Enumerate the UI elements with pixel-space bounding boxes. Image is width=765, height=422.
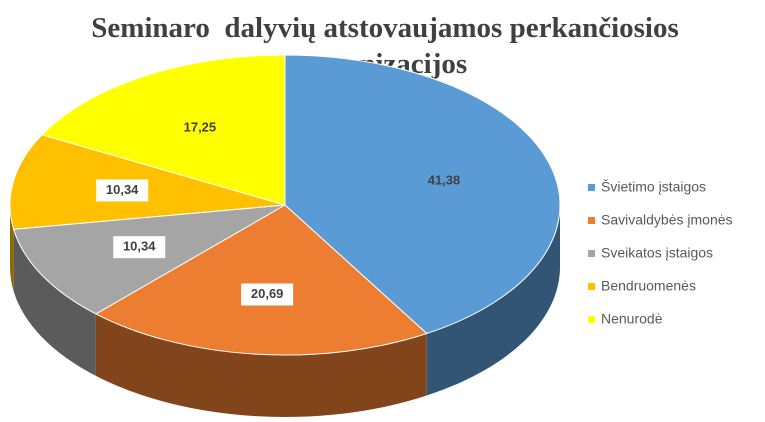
legend-label: Nenurodė [601,311,663,327]
slice-side [95,313,427,417]
legend-marker [588,283,595,290]
legend-marker [588,250,595,257]
value-label-box [113,236,166,259]
legend-label: Švietimo įstaigos [601,179,706,195]
slice [94,204,428,356]
legend-label: Bendruomenės [601,278,696,294]
legend-label: Sveikatos įstaigos [601,245,713,261]
value-label-box [241,283,294,306]
value-label: 20,69 [251,286,284,301]
legend-marker [588,316,595,323]
slice [284,54,561,335]
legend-label: Savivaldybės įmonės [601,212,733,228]
slice-side [426,205,560,396]
value-label: 10,34 [123,239,156,254]
value-label-box [96,179,149,202]
value-label: 41,38 [428,172,461,187]
value-label: 10,34 [106,182,139,197]
value-label: 17,25 [184,119,217,134]
slice [12,204,286,315]
slice [41,54,286,206]
legend-marker [588,184,595,191]
legend-marker [588,217,595,224]
slice-side [13,229,96,376]
